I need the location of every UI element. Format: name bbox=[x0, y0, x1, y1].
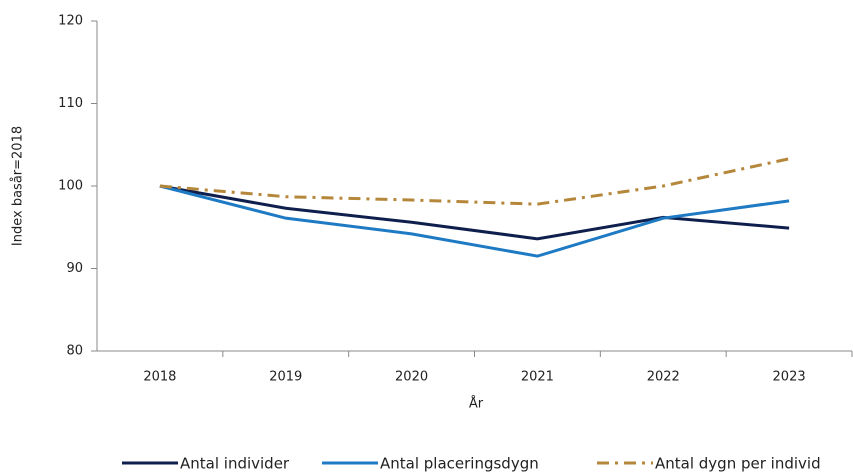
x-tick-label: 2020 bbox=[395, 370, 428, 385]
y-tick-label: 90 bbox=[66, 261, 83, 276]
x-axis-label: År bbox=[469, 396, 484, 412]
line-series bbox=[159, 157, 790, 206]
legend-label: Antal individer bbox=[180, 455, 290, 473]
y-tick-label: 110 bbox=[58, 96, 83, 111]
y-tick-label: 80 bbox=[66, 344, 83, 359]
line-series bbox=[159, 184, 790, 258]
y-tick-label: 120 bbox=[58, 14, 83, 29]
x-tick-label: 2023 bbox=[773, 370, 806, 385]
legend-label: Antal placeringsdygn bbox=[380, 455, 539, 473]
x-tick-label: 2021 bbox=[521, 370, 554, 385]
legend-label: Antal dygn per individ bbox=[655, 455, 821, 473]
line-series bbox=[159, 184, 790, 241]
y-axis-label: Index basår=2018 bbox=[11, 126, 26, 246]
x-tick-label: 2022 bbox=[647, 370, 680, 385]
x-tick-label: 2018 bbox=[143, 370, 176, 385]
x-tick-label: 2019 bbox=[269, 370, 302, 385]
y-tick-label: 100 bbox=[58, 179, 83, 194]
